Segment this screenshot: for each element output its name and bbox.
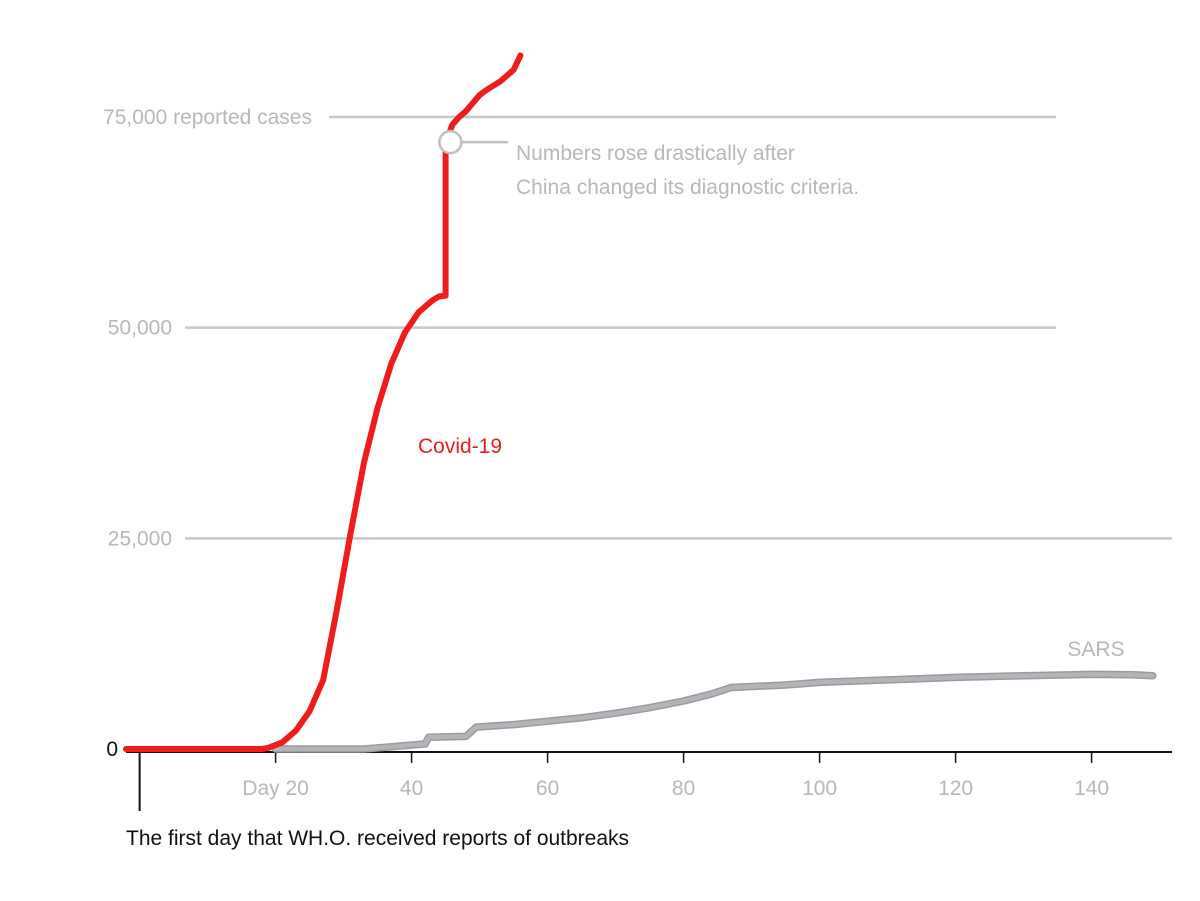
labels: 0 25,000 50,000 75,000 reported cases Day 20… (103, 106, 1125, 850)
x-tick-label: 120 (938, 777, 973, 800)
series-label-sars: SARS (1067, 638, 1124, 661)
annotation-marker (438, 129, 463, 155)
x-tick-label: 40 (400, 777, 423, 800)
annotation-text: Numbers rose drastically after (516, 142, 795, 165)
x-tick-label: 100 (802, 777, 837, 800)
x-tick-label: Day 20 (242, 777, 309, 800)
series-line-covid-19 (123, 52, 524, 752)
annotation-text: China changed its diagnostic criteria. (516, 176, 859, 199)
x-tick-label: 140 (1074, 777, 1109, 800)
y-tick-label: 75,000 reported cases (103, 106, 312, 129)
x-tick-label: 60 (536, 777, 559, 800)
series-line-sars-outline (271, 670, 1157, 753)
y-tick-label: 0 (106, 738, 118, 761)
y-tick-label: 25,000 (108, 527, 172, 550)
y-tick-label: 50,000 (108, 317, 172, 340)
series-line-sars (273, 672, 1156, 752)
x-tick-label: 80 (672, 777, 695, 800)
series-label-covid-19: Covid-19 (418, 435, 502, 458)
series-lines (123, 52, 1157, 753)
day-zero-caption: The first day that WH.O. received report… (126, 827, 629, 850)
